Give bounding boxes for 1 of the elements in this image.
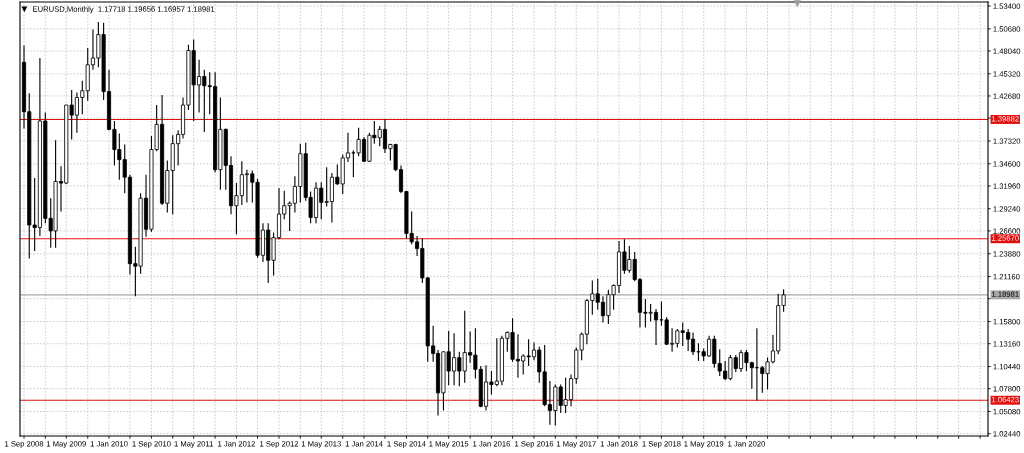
candlestick bbox=[690, 331, 696, 356]
